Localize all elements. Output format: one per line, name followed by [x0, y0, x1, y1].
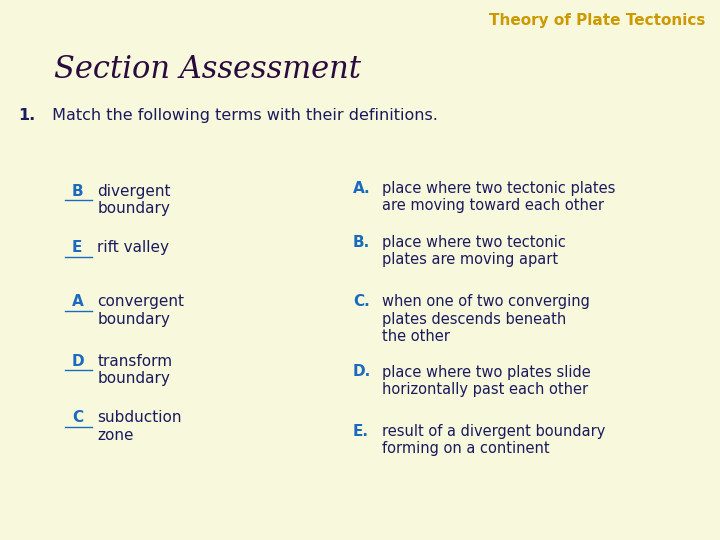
Text: 1.: 1. — [18, 108, 35, 123]
Text: place where two tectonic
plates are moving apart: place where two tectonic plates are movi… — [382, 235, 565, 267]
Text: D.: D. — [353, 364, 371, 380]
Text: when one of two converging
plates descends beneath
the other: when one of two converging plates descen… — [382, 294, 590, 344]
Text: Match the following terms with their definitions.: Match the following terms with their def… — [47, 108, 438, 123]
Text: A.: A. — [353, 181, 370, 196]
Text: C.: C. — [353, 294, 369, 309]
Text: A: A — [72, 294, 84, 309]
Text: place where two tectonic plates
are moving toward each other: place where two tectonic plates are movi… — [382, 181, 615, 213]
Text: C: C — [72, 410, 83, 426]
Text: E: E — [72, 240, 82, 255]
Text: B: B — [72, 184, 84, 199]
Text: rift valley: rift valley — [97, 240, 169, 255]
Text: Section Assessment: Section Assessment — [54, 54, 361, 85]
Text: Theory of Plate Tectonics: Theory of Plate Tectonics — [489, 14, 706, 29]
Text: result of a divergent boundary
forming on a continent: result of a divergent boundary forming o… — [382, 424, 605, 456]
Text: B.: B. — [353, 235, 370, 250]
Text: E.: E. — [353, 424, 369, 439]
Text: divergent
boundary: divergent boundary — [97, 184, 171, 216]
Text: D: D — [72, 354, 85, 369]
Text: subduction
zone: subduction zone — [97, 410, 181, 443]
Text: transform
boundary: transform boundary — [97, 354, 172, 386]
Text: convergent
boundary: convergent boundary — [97, 294, 184, 327]
Text: place where two plates slide
horizontally past each other: place where two plates slide horizontall… — [382, 364, 590, 397]
